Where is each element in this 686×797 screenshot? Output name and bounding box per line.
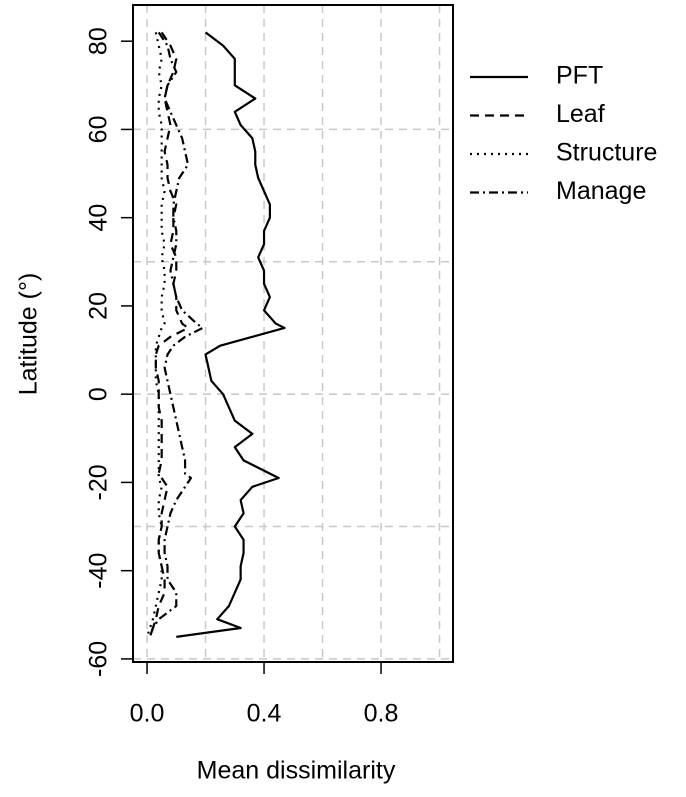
x-tick-label: 0.0	[130, 700, 165, 728]
y-tick-label: -40	[85, 553, 113, 589]
plot-frame	[132, 4, 454, 663]
series-line	[148, 31, 204, 638]
x-tick-label: 0.4	[247, 700, 282, 728]
y-tick-label: 20	[85, 292, 113, 320]
y-tick-label: 40	[85, 204, 113, 232]
y-tick-label: 60	[85, 116, 113, 144]
y-tick-label: 0	[85, 387, 113, 401]
x-axis-label: Mean dissimilarity	[197, 757, 396, 785]
legend-label: Manage	[556, 177, 646, 205]
y-tick-label: -20	[85, 464, 113, 500]
x-tick-label: 0.8	[364, 700, 399, 728]
series-line	[148, 31, 190, 638]
series-line	[176, 31, 286, 638]
y-tick-label: -60	[85, 641, 113, 677]
legend-label: Leaf	[556, 100, 605, 128]
y-axis-label: Latitude (°)	[15, 273, 43, 396]
y-tick-label: 80	[85, 27, 113, 55]
legend-label: PFT	[556, 62, 603, 90]
series-line	[145, 32, 166, 638]
legend-label: Structure	[556, 139, 657, 167]
